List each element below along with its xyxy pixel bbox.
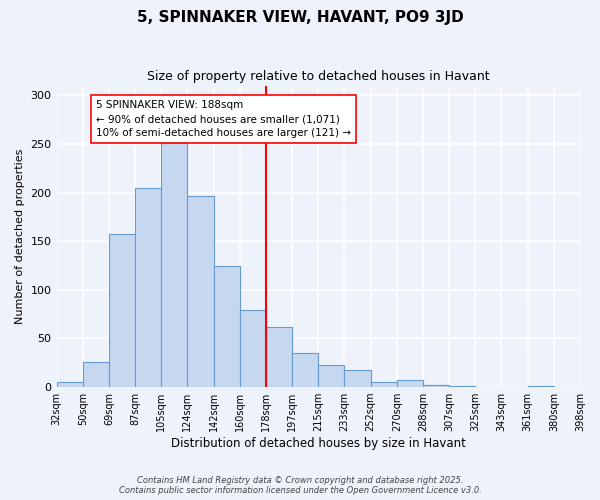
Text: 5, SPINNAKER VIEW, HAVANT, PO9 3JD: 5, SPINNAKER VIEW, HAVANT, PO9 3JD [137,10,463,25]
Bar [266,327,292,387]
Bar [397,380,423,387]
Bar [371,382,397,387]
Bar [83,362,109,387]
Text: Contains HM Land Registry data © Crown copyright and database right 2025.
Contai: Contains HM Land Registry data © Crown c… [119,476,481,495]
X-axis label: Distribution of detached houses by size in Havant: Distribution of detached houses by size … [171,437,466,450]
Bar [109,234,135,387]
Bar [423,385,449,387]
Bar [187,196,214,387]
Title: Size of property relative to detached houses in Havant: Size of property relative to detached ho… [147,70,490,83]
Bar [135,188,161,387]
Bar [318,364,344,387]
Y-axis label: Number of detached properties: Number of detached properties [15,148,25,324]
Bar [214,266,240,387]
Bar [344,370,371,387]
Bar [161,143,187,387]
Text: 5 SPINNAKER VIEW: 188sqm
← 90% of detached houses are smaller (1,071)
10% of sem: 5 SPINNAKER VIEW: 188sqm ← 90% of detach… [96,100,351,138]
Bar [56,382,83,387]
Bar [292,353,318,387]
Bar [240,310,266,387]
Bar [527,386,554,387]
Bar [449,386,475,387]
